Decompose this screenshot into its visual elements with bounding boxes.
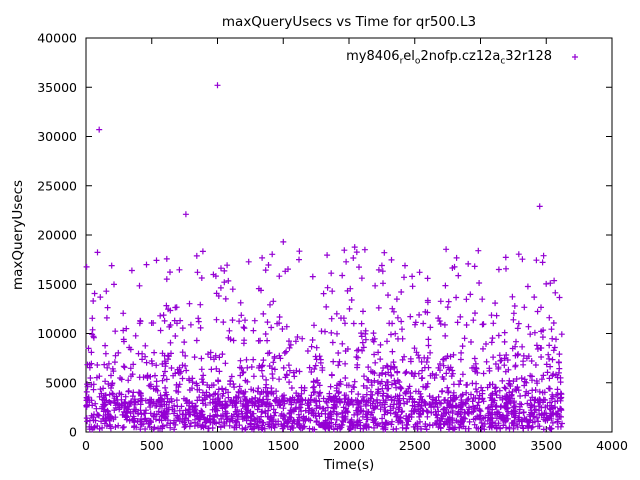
chart-title: maxQueryUsecs vs Time for qr500.L3 — [222, 14, 476, 30]
tick-label: 20000 — [37, 228, 77, 243]
tick-label: 2500 — [399, 438, 431, 453]
tick-label: 40000 — [37, 31, 77, 46]
tick-label: 10000 — [37, 326, 77, 341]
tick-label: 25000 — [37, 178, 77, 193]
tick-label: 500 — [140, 438, 164, 453]
legend-subscript: r — [399, 56, 404, 67]
tick-label: 0 — [69, 425, 77, 440]
tick-label: 3500 — [530, 438, 562, 453]
legend-subscript: o — [414, 56, 421, 67]
legend-marker — [572, 54, 578, 60]
tick-label: 1000 — [202, 438, 234, 453]
tick-label: 15000 — [37, 277, 77, 292]
tick-label: 0 — [82, 438, 90, 453]
tick-label: 2000 — [333, 438, 365, 453]
scatter-points — [83, 82, 565, 433]
tick-label: 30000 — [37, 129, 77, 144]
legend-subscript: c — [500, 56, 506, 67]
axis-tick-labels: 0 500 1000 1500 2000 2500 3000 3500 400005000100… — [37, 31, 628, 454]
tick-label: 35000 — [37, 80, 77, 95]
y-axis-label: maxQueryUsecs — [10, 180, 26, 290]
legend-label: my8406relo2nofp.cz12ac32r128 — [346, 49, 552, 67]
tick-label: 5000 — [45, 375, 77, 390]
x-axis-label: Time(s) — [323, 457, 375, 473]
tick-label: 4000 — [596, 438, 628, 453]
tick-label: 1500 — [267, 438, 299, 453]
tick-label: 3000 — [465, 438, 497, 453]
